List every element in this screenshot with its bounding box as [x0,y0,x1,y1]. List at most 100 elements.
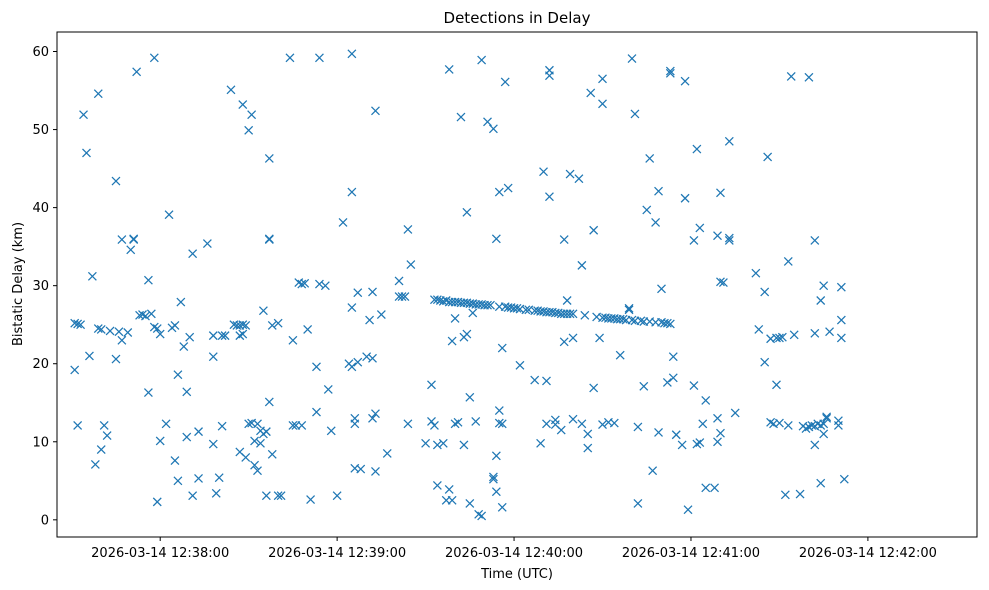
data-point [194,474,203,483]
data-point [683,505,693,515]
data-point [432,440,442,450]
data-point [250,460,260,470]
data-point [173,476,183,486]
data-point [777,332,787,342]
data-point [371,106,380,116]
data-point [662,378,672,387]
data-point [117,235,127,245]
data-point [786,72,796,81]
data-point [589,225,599,235]
y-tick-label: 0 [41,513,49,528]
data-point [462,207,472,217]
data-point [320,281,330,291]
data-point [521,305,531,315]
data-point [515,360,525,370]
data-point [544,71,554,81]
y-tick-label: 40 [32,201,49,216]
data-point [238,100,248,110]
data-point [256,438,265,448]
data-point [491,451,501,461]
y-tick-label: 50 [32,123,49,138]
data-point [155,329,165,339]
data-point [84,351,94,361]
data-point [624,303,634,313]
data-point [713,437,722,447]
data-point [503,183,513,193]
data-point [695,223,705,233]
data-point [285,53,295,63]
data-point [598,420,607,430]
data-point [462,329,472,339]
data-point [465,392,475,402]
data-point [429,420,439,430]
data-point [562,296,572,305]
data-point [583,443,593,453]
data-point [542,376,551,386]
data-point [836,315,846,325]
data-point [468,308,478,318]
x-axis: 2026-03-14 12:38:00 2026-03-14 12:39:00 20… [91,537,937,561]
data-point [665,68,675,78]
data-point [583,429,593,439]
data-point [780,490,790,500]
data-point [362,352,372,362]
data-point [483,300,492,310]
data-point [347,303,357,312]
data-point [760,357,770,367]
data-point [444,484,454,494]
data-point [668,352,678,362]
data-point [300,278,310,288]
data-point [648,466,658,476]
data-point [783,420,793,430]
data-point [73,420,83,430]
data-point [432,295,442,305]
data-point [657,284,666,294]
data-point [90,459,100,469]
data-point [459,440,469,450]
data-point [202,239,212,248]
data-point [87,271,97,281]
data-point [93,89,103,99]
data-point [253,466,262,476]
data-point [665,66,675,76]
data-point [450,314,460,323]
data-point [264,397,274,407]
data-point [724,136,734,146]
data-point [774,418,784,428]
data-point [141,311,150,321]
data-point [421,438,431,448]
data-point [371,466,380,476]
data-point [217,331,227,341]
data-point [211,488,221,498]
data-point [179,342,189,351]
data-point [810,440,820,450]
x-tick-label: 2026-03-14 12:38:00 [91,546,229,561]
data-point [297,279,307,289]
data-point [624,305,634,315]
data-point [102,431,112,440]
data-point [220,331,230,341]
data-point [692,144,702,154]
data-point [403,419,413,429]
data-point [716,277,725,287]
data-point [161,419,171,429]
data-point [226,85,236,95]
data-point [376,310,386,319]
data-point [332,491,342,501]
data-point [182,387,192,397]
data-point [642,205,652,215]
data-point [654,186,663,196]
data-point [208,439,218,449]
data-point [247,110,257,120]
data-point [577,419,587,429]
data-point [123,328,133,337]
data-point [155,436,165,446]
data-point [173,370,183,380]
data-point [267,321,277,330]
data-point [556,425,566,435]
data-point [751,268,761,278]
data-point [497,502,507,512]
data-point [447,495,457,505]
